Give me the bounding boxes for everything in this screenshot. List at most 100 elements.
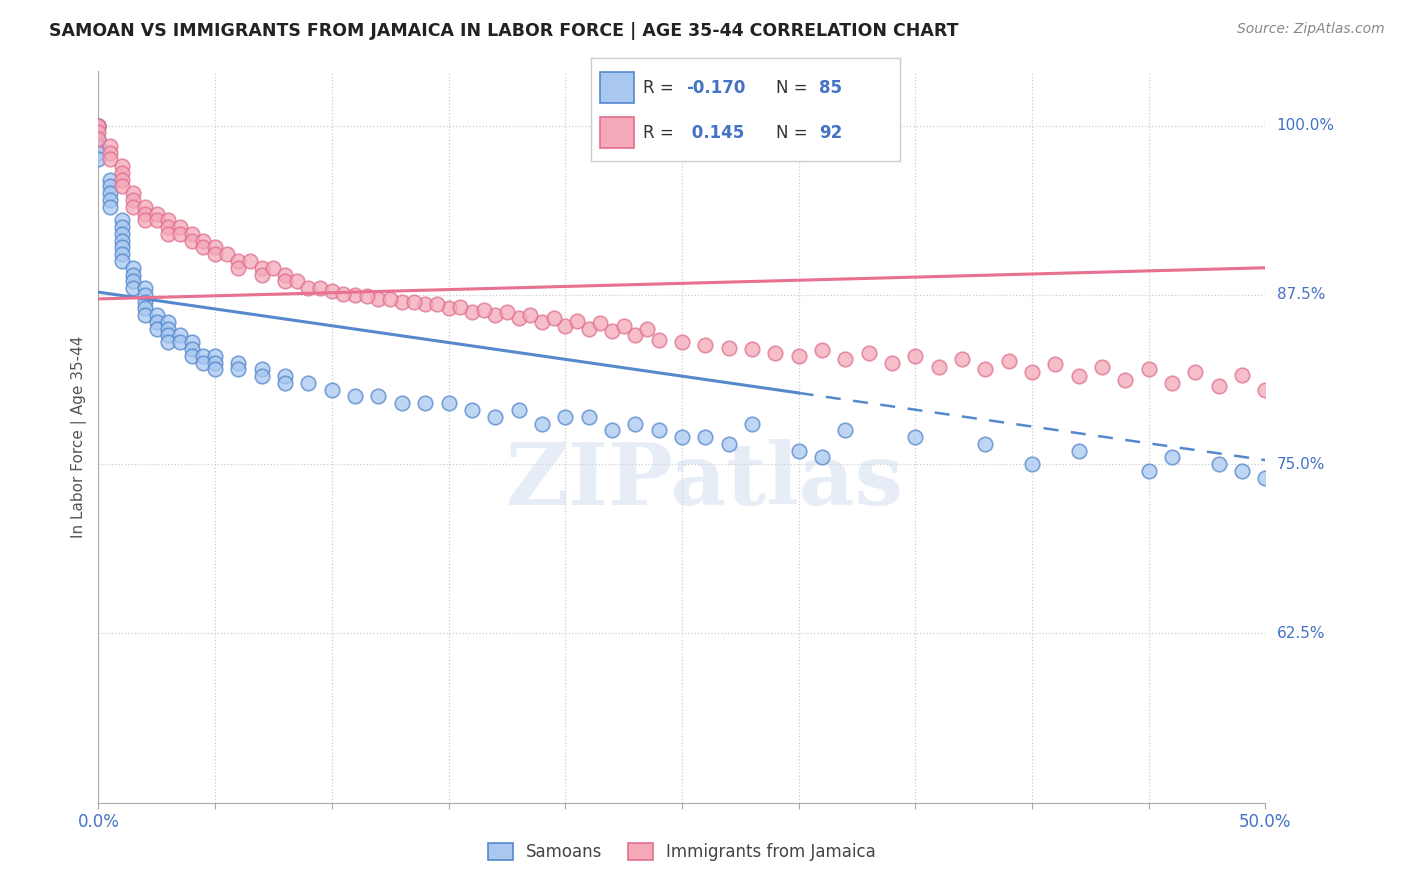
Point	[193, 240, 215, 254]
Point	[98, 200, 121, 214]
Point	[1254, 471, 1277, 485]
Point	[87, 125, 110, 139]
Point	[344, 288, 367, 302]
Point	[122, 193, 145, 207]
Point	[811, 343, 834, 358]
Point	[367, 292, 389, 306]
Point	[146, 206, 169, 220]
Point	[565, 313, 588, 327]
Point	[98, 153, 121, 167]
Point	[87, 119, 110, 133]
Point	[763, 346, 786, 360]
Point	[1254, 383, 1277, 397]
Point	[134, 281, 156, 295]
Point	[413, 297, 436, 311]
Point	[484, 409, 506, 424]
Point	[111, 240, 134, 254]
Point	[1208, 457, 1230, 471]
Point	[122, 260, 145, 275]
Point	[950, 351, 973, 366]
Point	[204, 349, 226, 363]
Point	[87, 139, 110, 153]
Point	[228, 355, 250, 369]
Text: 100.0%: 100.0%	[1277, 118, 1334, 133]
Point	[624, 328, 647, 343]
Point	[274, 268, 297, 282]
Point	[1114, 373, 1136, 387]
Point	[741, 342, 763, 356]
Point	[437, 396, 460, 410]
Point	[297, 281, 319, 295]
Point	[204, 362, 226, 376]
Text: 85: 85	[820, 78, 842, 96]
Point	[437, 301, 460, 316]
Point	[262, 260, 284, 275]
Point	[613, 318, 636, 333]
Point	[98, 186, 121, 201]
Y-axis label: In Labor Force | Age 35-44: In Labor Force | Age 35-44	[72, 336, 87, 538]
Point	[87, 145, 110, 160]
Point	[180, 349, 202, 363]
Point	[834, 423, 856, 437]
Point	[367, 389, 389, 403]
Point	[671, 335, 693, 350]
Point	[87, 153, 110, 167]
Point	[157, 213, 180, 227]
Point	[426, 297, 449, 311]
Point	[239, 254, 262, 268]
Point	[111, 227, 134, 241]
Point	[578, 409, 600, 424]
Point	[380, 292, 402, 306]
Point	[204, 355, 226, 369]
Text: 62.5%: 62.5%	[1277, 626, 1324, 641]
Point	[858, 346, 880, 360]
Point	[204, 240, 226, 254]
Point	[274, 369, 297, 384]
Point	[624, 417, 647, 431]
Point	[134, 294, 156, 309]
Point	[111, 234, 134, 248]
Point	[180, 342, 202, 356]
Point	[1208, 378, 1230, 392]
Point	[1091, 359, 1114, 374]
Point	[484, 308, 506, 322]
Point	[880, 355, 903, 369]
Point	[695, 338, 717, 352]
Point	[146, 322, 169, 336]
Text: 87.5%: 87.5%	[1277, 287, 1324, 302]
Point	[285, 274, 308, 288]
Point	[309, 281, 332, 295]
Point	[391, 396, 413, 410]
Point	[600, 325, 623, 339]
FancyBboxPatch shape	[600, 118, 634, 148]
Point	[508, 310, 530, 325]
Point	[193, 234, 215, 248]
Text: 0.145: 0.145	[686, 124, 745, 142]
Point	[1021, 457, 1043, 471]
Point	[402, 294, 425, 309]
Point	[1184, 365, 1206, 379]
Point	[321, 383, 343, 397]
Point	[193, 349, 215, 363]
Point	[122, 186, 145, 201]
Text: 92: 92	[820, 124, 842, 142]
Point	[180, 234, 202, 248]
Point	[1161, 450, 1184, 465]
Point	[228, 254, 250, 268]
Text: 75.0%: 75.0%	[1277, 457, 1324, 472]
Point	[204, 247, 226, 261]
Point	[332, 286, 354, 301]
Point	[461, 403, 484, 417]
Point	[1045, 357, 1067, 371]
Point	[134, 213, 156, 227]
Point	[671, 430, 693, 444]
Text: R =: R =	[643, 78, 679, 96]
Point	[98, 172, 121, 186]
Point	[519, 308, 541, 322]
Point	[647, 423, 669, 437]
Point	[600, 423, 623, 437]
Point	[169, 335, 191, 350]
Point	[578, 322, 600, 336]
Point	[134, 301, 156, 316]
Point	[180, 227, 202, 241]
